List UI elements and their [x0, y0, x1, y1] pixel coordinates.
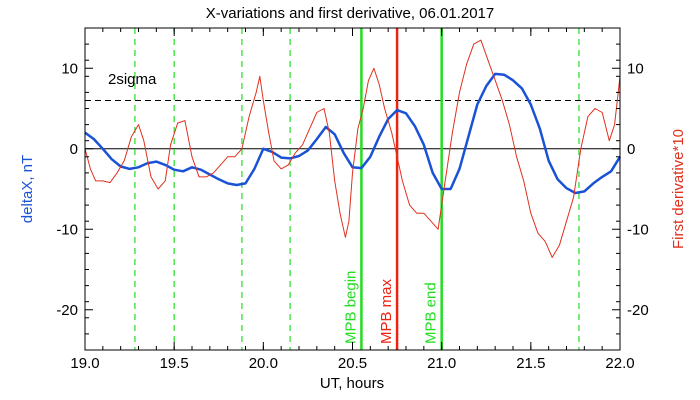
- y-tick-label-left: -10: [56, 221, 78, 238]
- y-tick-label-left: 10: [61, 60, 78, 77]
- y-tick-label-right: -10: [627, 221, 649, 238]
- x-axis-label: UT, hours: [320, 375, 384, 392]
- mpb-marker-label: MPB begin: [342, 271, 359, 344]
- y-tick-label-right: -20: [627, 302, 649, 319]
- x-tick-label: 21.0: [427, 355, 456, 372]
- series-line-deltaX: [84, 72, 622, 195]
- x-tick-label: 20.0: [249, 355, 278, 372]
- y-axis-right-label: First derivative*10: [670, 129, 687, 249]
- threshold-label: 2sigma: [108, 71, 157, 88]
- y-tick-label-right: 0: [627, 141, 635, 158]
- mpb-marker-label: MPB max: [378, 278, 395, 344]
- x-tick-label: 22.0: [605, 355, 634, 372]
- plot-area: MPB begin MPB max MPB end: [84, 28, 622, 350]
- x-tick-label: 21.5: [516, 355, 545, 372]
- chart-title: X-variations and first derivative, 06.01…: [206, 5, 495, 22]
- series-line-derivative: [84, 39, 621, 258]
- x-tick-label: 20.5: [338, 355, 367, 372]
- y-tick-label-right: 10: [627, 60, 644, 77]
- mpb-marker-label: MPB end: [423, 282, 440, 344]
- y-tick-label-left: -20: [56, 302, 78, 319]
- x-tick-label: 19.0: [70, 355, 99, 372]
- x-tick-label: 19.5: [160, 355, 189, 372]
- axes: 19.0 19.5 20.0 20.5 21.0 21.5 22.0 -20 -20 -10 -10…: [56, 27, 649, 372]
- y-tick-label-left: 0: [70, 141, 78, 158]
- y-axis-left-label: deltaX, nT: [19, 155, 36, 223]
